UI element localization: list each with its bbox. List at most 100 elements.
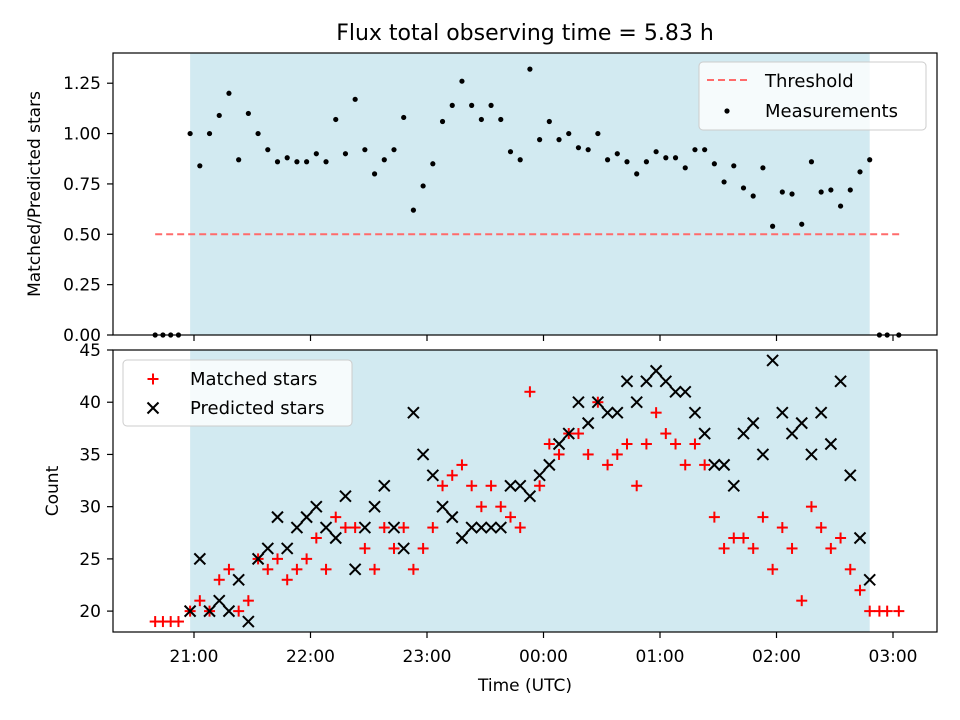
measurement-point [546, 118, 552, 125]
predicted-star-point [484, 521, 498, 534]
measurement-point [488, 102, 494, 108]
predicted-star-point [504, 479, 517, 492]
matched-star-point [582, 448, 594, 460]
predicted-stars-legend-swatch [146, 401, 160, 415]
matched-star-point [718, 542, 730, 554]
matched-star-point [881, 605, 893, 617]
bottom-y-tick-label: 25 [79, 550, 101, 570]
predicted-star-point [630, 396, 643, 409]
predicted-star-point [543, 458, 556, 472]
measurement-point [760, 165, 766, 171]
measurement-point [498, 116, 504, 123]
measurement-point [663, 155, 669, 161]
matched-star-point [172, 616, 184, 628]
matched-star-point [504, 511, 516, 523]
measurement-point [837, 203, 844, 209]
predicted-star-point [805, 448, 818, 461]
matched-star-point [893, 605, 905, 617]
matched-star-point [417, 542, 429, 554]
predicted-star-point [319, 521, 333, 534]
predicted-star-point [426, 469, 440, 482]
bottom-legend-box [122, 359, 353, 427]
measurement-point [731, 163, 737, 169]
measurement-point [828, 187, 834, 193]
predicted-star-point [737, 427, 750, 440]
matched-star-point [262, 563, 274, 575]
predicted-star-point [523, 490, 537, 503]
top-y-tick-label: 0.00 [63, 326, 101, 346]
measurement-point [517, 157, 523, 163]
matched-star-point [602, 459, 614, 471]
matched-stars-legend-label: Matched stars [190, 369, 317, 390]
matched-star-point [437, 480, 449, 492]
predicted-star-point [601, 406, 614, 419]
bottom-plot-frame [112, 349, 938, 633]
measurement-point [575, 145, 582, 151]
top-plot-frame [112, 52, 938, 336]
x-tick-label: 01:00 [636, 647, 685, 667]
top-y-axis-label: Matched/Predicted stars [25, 91, 45, 297]
matched-star-point [514, 522, 526, 534]
matched-star-point [446, 469, 458, 481]
measurement-point [255, 130, 261, 137]
predicted-star-point [261, 542, 274, 555]
matched-star-point [281, 574, 293, 586]
predicted-star-point [242, 615, 255, 628]
matched-star-point [330, 511, 342, 523]
measurement-point [371, 171, 378, 177]
predicted-star-point [271, 510, 284, 524]
measurement-point [294, 159, 300, 165]
measurement-point [459, 78, 465, 84]
predicted-stars-legend-marker [146, 401, 160, 415]
measurement-point [342, 151, 349, 157]
matched-star-point [708, 511, 720, 523]
threshold-legend-label: Threshold [764, 71, 854, 92]
matched-star-point [864, 605, 876, 617]
measurement-point [439, 118, 446, 125]
top-x-axis-ticks [193, 335, 894, 341]
matched-star-point [291, 563, 303, 575]
predicted-star-point [727, 479, 740, 492]
bottom-y-tick-label: 35 [79, 445, 101, 465]
predicted-star-point [455, 531, 469, 545]
x-tick-label: 23:00 [403, 647, 452, 667]
measurement-point [430, 161, 436, 167]
predicted-star-point [378, 479, 391, 492]
measurement-point [721, 179, 727, 185]
predicted-star-point [339, 490, 352, 503]
measurement-point [711, 161, 717, 167]
measurement-point [274, 159, 281, 165]
matched-star-point [815, 522, 827, 534]
matched-star-point [621, 438, 633, 450]
bottom-y-tick-label: 45 [79, 341, 101, 361]
matched-star-point [407, 563, 419, 575]
predicted-star-point [407, 406, 420, 419]
measurement-point [604, 157, 611, 163]
predicted-star-point [795, 416, 808, 430]
matched-star-point [650, 407, 662, 419]
predicted-star-point [280, 542, 294, 555]
matched-star-point [349, 522, 361, 534]
predicted-star-point [659, 375, 673, 388]
matched-star-point [786, 542, 798, 554]
top-y-tick-label: 0.75 [63, 175, 101, 195]
predicted-star-point [358, 521, 372, 534]
measurement-point [362, 147, 368, 153]
predicted-star-point [494, 521, 507, 534]
measurement-point [867, 157, 873, 163]
matched-star-point [835, 532, 847, 544]
measurement-point [847, 187, 853, 193]
matched-star-point [679, 459, 691, 471]
predicted-star-point [834, 375, 847, 388]
x-tick-label: 21:00 [170, 647, 219, 667]
measurement-point [595, 130, 601, 137]
matched-star-point [339, 522, 351, 534]
predicted-star-point [562, 427, 575, 440]
matched-star-point [242, 595, 254, 607]
measurement-point [857, 169, 863, 175]
x-tick-label: 03:00 [869, 647, 918, 667]
measurement-point [808, 159, 815, 165]
predicted-star-point [649, 364, 663, 378]
measurement-point [779, 189, 785, 195]
